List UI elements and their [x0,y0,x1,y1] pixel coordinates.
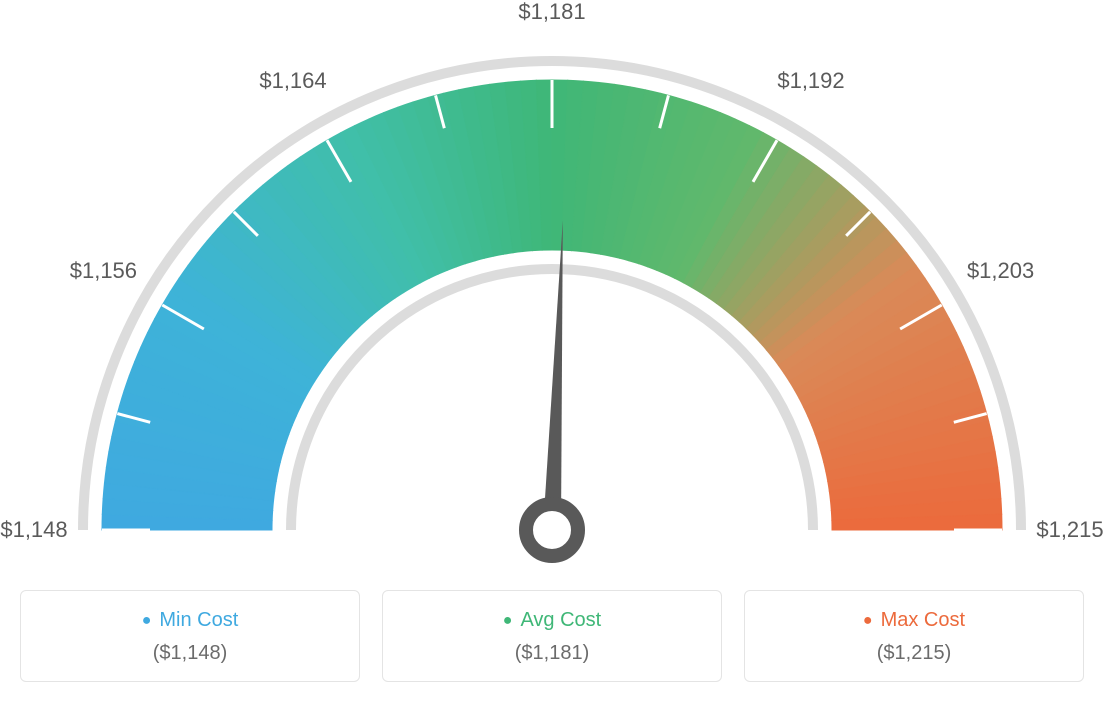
legend-value-max: ($1,215) [755,642,1073,665]
legend-value-avg: ($1,181) [393,642,711,665]
gauge-tick-label: $1,148 [0,517,67,543]
legend-title-min: Min Cost [31,609,349,632]
legend-title-max: Max Cost [755,609,1073,632]
gauge-svg [20,20,1084,570]
legend-card-max: Max Cost ($1,215) [744,590,1084,682]
chart-wrapper: $1,148$1,156$1,164$1,181$1,192$1,203$1,2… [20,20,1084,682]
gauge-tick-label: $1,192 [777,68,844,94]
gauge-chart: $1,148$1,156$1,164$1,181$1,192$1,203$1,2… [20,20,1084,570]
gauge-tick-label: $1,156 [70,258,137,284]
gauge-tick-label: $1,164 [259,68,326,94]
legend-value-min: ($1,148) [31,642,349,665]
gauge-needle-hub [526,504,578,556]
legend-card-avg: Avg Cost ($1,181) [382,590,722,682]
legend-row: Min Cost ($1,148) Avg Cost ($1,181) Max Cost… [20,590,1084,682]
gauge-tick-label: $1,215 [1036,517,1103,543]
legend-title-avg: Avg Cost [393,609,711,632]
legend-card-min: Min Cost ($1,148) [20,590,360,682]
gauge-tick-label: $1,203 [967,258,1034,284]
gauge-tick-label: $1,181 [518,0,585,25]
